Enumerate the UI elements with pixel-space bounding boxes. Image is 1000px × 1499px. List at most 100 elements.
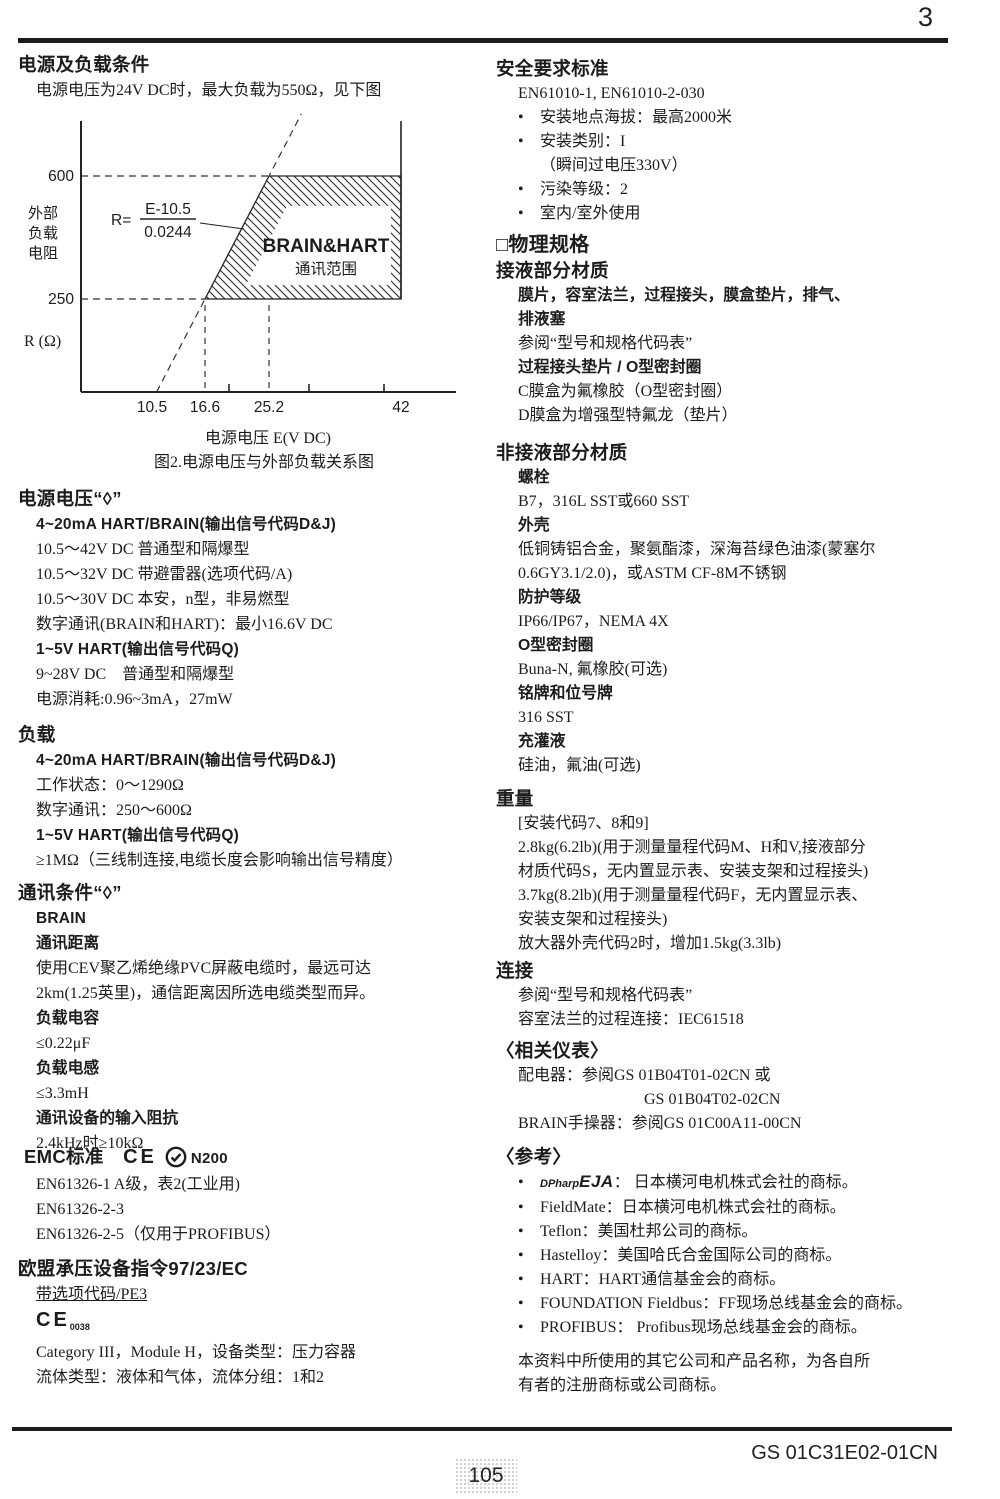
- section-title-row: □物理规格: [496, 232, 988, 258]
- ylabel-line3: 电阻: [28, 245, 58, 262]
- comm-region-inner: [246, 206, 391, 285]
- text-line: GS 01B04T02-02CN: [644, 1091, 781, 1108]
- ylabel-line1: 外部: [28, 205, 58, 222]
- text-line: 流体类型：液体和气体，流体分组：1和2: [36, 1369, 325, 1386]
- text-line: Buna-N, 氟橡胶(可选): [518, 661, 668, 678]
- section-title: 连接: [496, 960, 534, 981]
- text-line: 9~28V DC 普通型和隔爆型: [36, 666, 235, 683]
- text-line: 外壳: [518, 517, 550, 534]
- text-line: 负载电容: [36, 1010, 100, 1027]
- section-title: 物理规格: [508, 234, 590, 256]
- section-weight: 重量 [安装代码7、8和9] 2.8kg(6.2lb)(用于测量量程代码M、H和…: [496, 786, 988, 956]
- xtick-25-2: 25.2: [254, 399, 284, 416]
- bullet: •: [518, 1174, 524, 1191]
- ytick-600: 600: [48, 168, 74, 185]
- bullet-text: 污染等级：2: [540, 181, 629, 198]
- text-line: ≤0.22μF: [36, 1035, 91, 1052]
- eja-logo: EJA: [579, 1172, 614, 1191]
- text-line: 低铜铸铝合金，聚氨酯漆，深海苔绿色油漆(蒙塞尔: [518, 541, 876, 558]
- text-line: 有者的注册商标或公司商标。: [518, 1377, 727, 1394]
- formula-numerator: E-10.5: [145, 201, 191, 218]
- ce-mark-icon: CE: [123, 1146, 157, 1168]
- text-line: IP66/IP67，NEMA 4X: [518, 613, 669, 630]
- text-line: D膜盒为增强型特氟龙（垫片）: [518, 407, 738, 424]
- bullet-text: 室内/室外使用: [540, 205, 641, 222]
- text-line: 10.5～42V DC 普通型和隔爆型: [36, 541, 250, 558]
- xtick-10-5: 10.5: [137, 399, 167, 416]
- section-wetted-materials: 接液部分材质 膜片，容室法兰，过程接头，膜盒垫片，排气、 排液塞 参阅“型号和规…: [496, 258, 988, 428]
- section-title: 〈参考〉: [496, 1146, 572, 1167]
- section-safety-standards: 安全要求标准 EN61010-1, EN61010-2-030 • 安装地点海拔：…: [496, 56, 988, 226]
- text-line: 带选项代码/PE3: [36, 1286, 148, 1303]
- top-rule: [18, 38, 948, 43]
- bullet: •: [518, 205, 524, 222]
- section-title: 〈相关仪表〉: [496, 1040, 609, 1061]
- text-line: 数字通讯(BRAIN和HART)：最小16.6V DC: [36, 616, 333, 633]
- section-load: 负载 4~20mA HART/BRAIN(输出信号代码D&J) 工作状态：0～1…: [18, 722, 490, 873]
- section-communication: 通讯条件“◊” BRAIN 通讯距离 使用CEV聚乙烯绝缘PVC屏蔽电缆时，最远…: [18, 880, 490, 1156]
- bullet-text: 安装类别：I: [540, 133, 626, 150]
- section-related-instruments: 〈相关仪表〉 配电器：参阅GS 01B04T01-02CN 或 GS 01B04…: [496, 1038, 988, 1136]
- bullet-item: • 安装地点海拔：最高2000米: [496, 106, 988, 130]
- text-line: BRAIN手操器：参阅GS 01C00A11-00CN: [518, 1115, 802, 1132]
- formula-leader-line: [199, 222, 245, 230]
- bullet-item: • HART：HART通信基金会的商标。: [496, 1268, 988, 1292]
- bullet-text: FOUNDATION Fieldbus：FF现场总线基金会的商标。: [540, 1295, 913, 1312]
- bullet: •: [518, 1295, 524, 1312]
- ylabel-line2: 负载: [28, 225, 58, 242]
- text-line: 数字通讯：250～600Ω: [36, 802, 192, 819]
- n200-label: N200: [190, 1150, 228, 1167]
- text-line: EN61010-1, EN61010-2-030: [518, 85, 705, 102]
- text-line: 2km(1.25英里)，通信距离因所选电缆类型而异。: [36, 985, 376, 1002]
- section-title: 通讯条件“◊”: [18, 882, 122, 903]
- bullet-text: Teflon：美国杜邦公司的商标。: [540, 1223, 758, 1240]
- text-line: Category III，Module H，设备类型：压力容器: [36, 1344, 356, 1361]
- text-line: B7，316L SST或660 SST: [518, 493, 689, 510]
- section-title: 电源电压“◊”: [18, 488, 122, 509]
- section-references: 〈参考〉 • DPharpEJA： 日本横河电机株式会社的商标。 • FieldMa…: [496, 1144, 988, 1340]
- section-title: 负载: [18, 724, 56, 745]
- bullet: •: [518, 1319, 524, 1336]
- bullet: •: [518, 109, 524, 126]
- text-line: （瞬间过电压330V）: [540, 157, 688, 174]
- text-line: 本资料中所使用的其它公司和产品名称，为各自所: [518, 1353, 871, 1370]
- bullet-item: • Hastelloy：美国哈氏合金国际公司的商标。: [496, 1244, 988, 1268]
- text-line: [安装代码7、8和9]: [518, 815, 649, 832]
- text-line: 工作状态：0～1290Ω: [36, 777, 184, 794]
- bullet: •: [518, 1199, 524, 1216]
- text-line: 配电器：参阅GS 01B04T01-02CN 或: [518, 1067, 771, 1084]
- text-line: 10.5～32V DC 带避雷器(选项代码/A): [36, 566, 293, 583]
- page-number-bottom: 105: [455, 1458, 517, 1494]
- bullet-text: ： 日本横河电机株式会社的商标。: [613, 1174, 858, 1191]
- footer-rule: [12, 1427, 952, 1431]
- ylabel-unit: R (Ω): [24, 333, 61, 350]
- bullet-item: • FieldMate：日本横河电机株式会社的商标。: [496, 1196, 988, 1220]
- bullet-text: 安装地点海拔：最高2000米: [540, 109, 733, 126]
- text-line: 3.7kg(8.2lb)(用于测量量程代码F，无内置显示表、: [518, 887, 868, 904]
- section-title: 电源及负载条件: [18, 54, 150, 75]
- text-line: EN61326-2-3: [36, 1201, 124, 1218]
- text-line: 过程接头垫片 / O型密封圈: [518, 359, 702, 376]
- text-line: 通讯距离: [36, 935, 100, 952]
- section-power-load-conditions: 电源及负载条件 电源电压为24V DC时，最大负载为550Ω，见下图: [18, 52, 490, 103]
- bullet: •: [518, 1271, 524, 1288]
- text-line: 放大器外壳代码2时，增加1.5kg(3.3lb): [518, 935, 782, 952]
- text-line: 1~5V HART(输出信号代码Q): [36, 641, 239, 658]
- text-line: 使用CEV聚乙烯绝缘PVC屏蔽电缆时，最远可达: [36, 960, 372, 977]
- text-line: 10.5～30V DC 本安，n型，非易燃型: [36, 591, 290, 608]
- document-code: GS 01C31E02-01CN: [751, 1442, 938, 1464]
- text-line: 电源消耗:0.96~3mA，27mW: [36, 691, 233, 708]
- bullet: •: [518, 1247, 524, 1264]
- text-line: 材质代码S，无内置显示表、安装支架和过程接头): [518, 863, 869, 880]
- bullet-text: Hastelloy：美国哈氏合金国际公司的商标。: [540, 1247, 842, 1264]
- text-line: ≤3.3mH: [36, 1085, 89, 1102]
- boundary-formula-line: [156, 113, 302, 393]
- ce-mark-icon: CE: [36, 1309, 70, 1331]
- xtick-16-6: 16.6: [190, 399, 220, 416]
- text-line: 参阅“型号和规格代码表”: [518, 335, 693, 352]
- text-line: 容室法兰的过程连接：IEC61518: [518, 1011, 744, 1028]
- x-minor-ticks: [228, 384, 385, 392]
- region-label-2: 通讯范围: [295, 260, 357, 278]
- text-line: 通讯设备的输入阻抗: [36, 1110, 179, 1127]
